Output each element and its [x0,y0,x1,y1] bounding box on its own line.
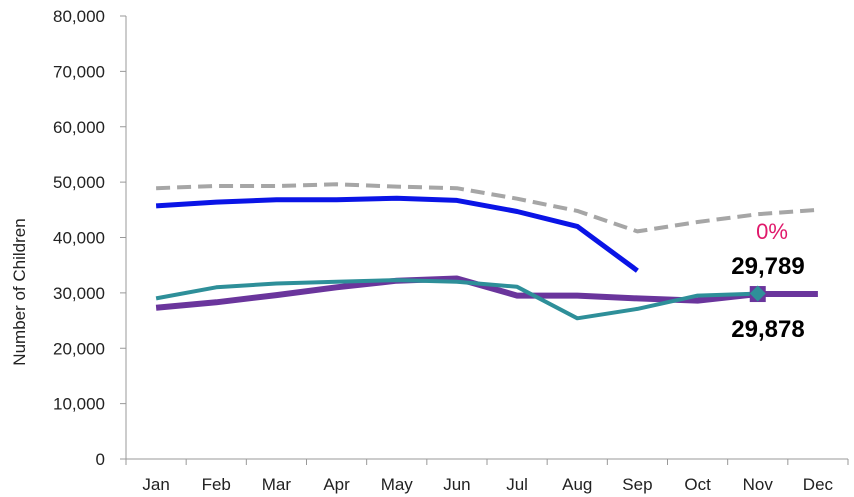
y-tick-label: 70,000 [53,62,105,81]
y-tick-label: 40,000 [53,229,105,248]
markers [749,285,766,303]
y-axis-title: Number of Children [10,218,29,365]
y-tick-label: 60,000 [53,118,105,137]
x-tick-label: Jun [443,475,470,494]
series-line-2 [155,275,818,311]
percent-change-label: 0% [756,219,788,244]
x-tick-label: May [381,475,414,494]
x-tick-label: Feb [202,475,231,494]
series [155,182,819,321]
x-tick-label: Mar [262,475,292,494]
ticks: 0 10,000 20,000 30,000 40,000 50,000 60,000 70,… [53,7,849,494]
y-tick-label: 30,000 [53,284,105,303]
x-tick-label: Sep [622,475,652,494]
x-tick-label: Jul [506,475,528,494]
y-tick-label: 50,000 [53,173,105,192]
value-label-teal: 29,878 [731,316,804,343]
x-tick-label: Dec [803,475,834,494]
x-tick-label: Apr [323,475,350,494]
series-line-0 [156,182,819,234]
y-tick-label: 20,000 [53,339,105,358]
annotations: 0% 29,789 29,878 [731,219,804,343]
series-line-1 [155,195,639,273]
value-label-purple: 29,789 [731,253,804,280]
series-line-3 [155,278,758,321]
series-marker-diamond [749,285,766,302]
x-tick-label: Oct [684,475,711,494]
y-tick-label: 10,000 [53,395,105,414]
x-tick-label: Jan [142,475,169,494]
x-tick-label: Nov [743,475,774,494]
x-tick-label: Aug [562,475,592,494]
y-tick-label: 0 [96,450,105,469]
axes [125,16,848,460]
y-tick-label: 80,000 [53,7,105,26]
